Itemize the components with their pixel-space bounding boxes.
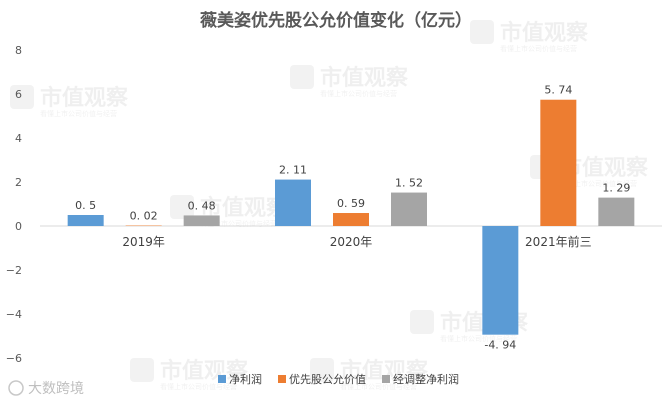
chart-title: 薇美姿优先股公允价值变化（亿元） <box>199 10 472 31</box>
data-label: 2. 11 <box>279 164 307 177</box>
bar <box>482 226 519 335</box>
data-label: 1. 52 <box>395 177 423 190</box>
bars-layer <box>67 99 635 335</box>
legend-label: 优先股公允价值 <box>289 372 366 386</box>
bar <box>333 213 369 226</box>
watermark-subtext: 看懂上市公司价值与经营 <box>40 109 117 118</box>
watermark-logo-icon <box>290 65 314 89</box>
y-tick-label: 2 <box>15 176 22 189</box>
data-label: -4. 94 <box>484 339 516 352</box>
corner-mark: 大数跨境 <box>8 380 84 397</box>
data-labels-layer: 0. 5 0. 02 0. 48 2019年 2. 11 0. 59 1. 52 2020年 -… <box>75 84 630 352</box>
data-label: 1. 29 <box>602 182 630 195</box>
x-category-label: 2020年 <box>330 235 373 249</box>
watermark-subtext: 看懂上市公司价值与经营 <box>560 179 637 188</box>
data-label: 0. 02 <box>130 210 158 223</box>
watermark-subtext: 看懂上市公司价值与经营 <box>340 382 417 391</box>
legend-label: 经调整净利润 <box>393 372 459 386</box>
watermark-text: 市值观察 <box>40 85 129 111</box>
watermark-logo-icon <box>130 358 154 382</box>
watermark-text: 市值观察 <box>500 20 589 46</box>
x-category-label: 2021年前三 <box>525 234 592 249</box>
watermark-subtext: 看懂上市公司价值与经营 <box>320 89 397 98</box>
y-tick-label: −2 <box>6 264 22 277</box>
data-label: 5. 74 <box>544 84 572 97</box>
data-label: 0. 5 <box>75 199 96 212</box>
bar <box>183 215 220 226</box>
watermark-subtext: 看懂上市公司价值与经营 <box>160 382 237 391</box>
bar <box>391 192 427 226</box>
watermark-text: 市值观察 <box>160 358 249 384</box>
bar <box>540 99 577 226</box>
watermark-text: 市值观察 <box>320 65 409 91</box>
bar <box>67 215 104 226</box>
corner-logo-icon <box>8 380 24 396</box>
y-tick-label: 0 <box>15 220 22 233</box>
watermark-subtext: 看懂上市公司价值与经营 <box>500 44 577 53</box>
watermark-logo-icon <box>10 85 34 109</box>
watermark-logo-icon <box>170 195 194 219</box>
y-tick-label: 4 <box>15 132 22 145</box>
x-category-label: 2019年 <box>122 235 165 249</box>
legend-swatch <box>218 375 226 383</box>
y-tick-label: 6 <box>15 88 22 101</box>
watermark-logo-icon <box>310 358 334 382</box>
corner-mark-text: 大数跨境 <box>28 381 84 397</box>
watermark-subtext: 看懂上市公司价值与经营 <box>440 334 517 343</box>
watermark-logo-icon <box>470 20 494 44</box>
data-label: 0. 59 <box>337 197 365 210</box>
y-tick-label: −4 <box>6 308 22 321</box>
bar <box>275 179 311 226</box>
y-tick-label: 8 <box>15 44 22 57</box>
y-tick-label: −6 <box>6 352 22 365</box>
legend-swatch <box>382 375 390 383</box>
bar <box>598 197 635 226</box>
watermark-logo-icon <box>410 310 434 334</box>
legend-swatch <box>278 375 286 383</box>
legend-label: 净利润 <box>229 372 262 386</box>
watermark-subtext: 看懂上市公司价值与经营 <box>200 219 277 228</box>
legend: 净利润 优先股公允价值 经调整净利润 <box>218 372 459 386</box>
data-label: 0. 48 <box>188 199 216 212</box>
watermark-layer: 市值观察看懂上市公司价值与经营市值观察看懂上市公司价值与经营市值观察看懂上市公司… <box>10 20 649 391</box>
